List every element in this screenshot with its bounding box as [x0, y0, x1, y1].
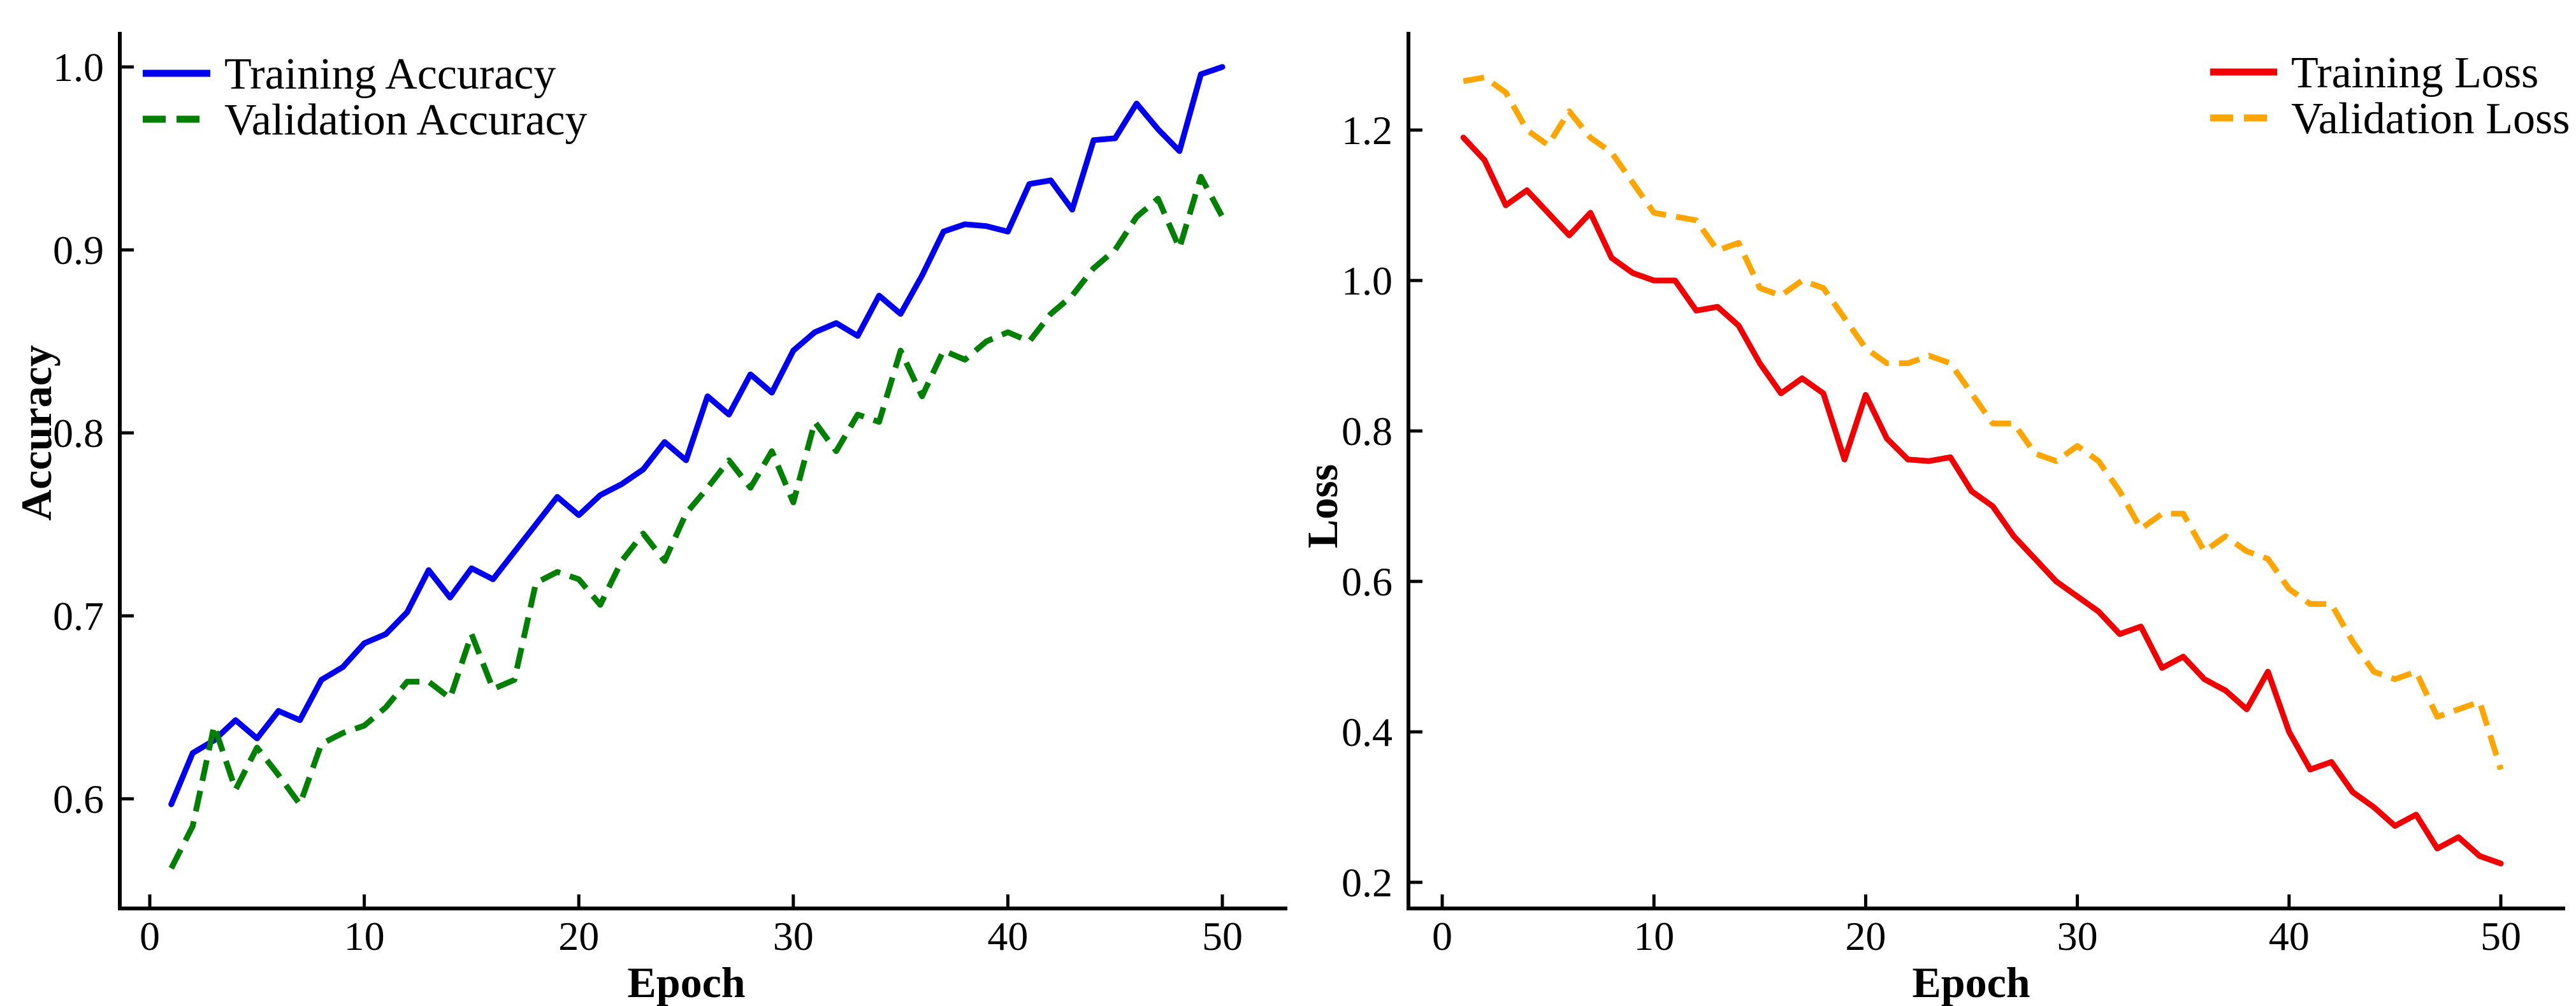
loss-y-tick-label: 0.2: [1342, 860, 1393, 905]
legend-item-training-accuracy: Training Accuracy: [143, 50, 556, 99]
loss-y-tick-label: 1.0: [1342, 258, 1393, 303]
training-loss-legend-label: Training Loss: [2291, 48, 2538, 98]
legend-item-validation-accuracy: Validation Accuracy: [143, 96, 588, 145]
accuracy-y-tick-label: 0.7: [53, 594, 104, 639]
loss-x-tick-label: 30: [2057, 914, 2098, 959]
loss-x-tick-label: 0: [1432, 914, 1452, 959]
accuracy-x-axis-title: Epoch: [627, 958, 745, 1006]
loss-x-tick-label: 20: [1845, 914, 1886, 959]
loss-x-tick-label: 50: [2480, 914, 2521, 959]
accuracy-y-tick-label: 0.6: [53, 776, 104, 822]
accuracy-chart: 0 10 20 30 40 50 0.6 0.7 0.8 0.9 1.0 Epoch Accuracy T…: [12, 32, 1287, 1006]
training-accuracy-line: [168, 64, 1226, 808]
loss-x-tick-label: 10: [1633, 914, 1674, 959]
accuracy-x-tick-label: 0: [140, 914, 160, 959]
accuracy-x-tick-label: 40: [987, 914, 1028, 959]
accuracy-y-tick-label: 0.9: [53, 228, 104, 273]
accuracy-x-tick-label: 10: [344, 914, 385, 959]
training-loss-line: [1460, 135, 2504, 866]
accuracy-x-tick-label: 20: [558, 914, 599, 959]
loss-y-tick-label: 0.6: [1342, 559, 1393, 604]
loss-y-axis-title: Loss: [1298, 464, 1347, 548]
loss-y-tick-label: 0.8: [1342, 409, 1393, 454]
validation-loss-line: [1463, 74, 2504, 771]
loss-chart: 0 10 20 30 40 50 0.2 0.4 0.6 0.8 1.0 1.2 Epoch Loss Tr…: [1298, 32, 2570, 1006]
accuracy-x-tick-label: 30: [773, 914, 814, 959]
loss-x-axis-title: Epoch: [1912, 958, 2030, 1006]
accuracy-y-tick-label: 1.0: [53, 45, 104, 90]
loss-y-tick-label: 0.4: [1342, 710, 1393, 755]
accuracy-y-tick-label: 0.8: [53, 411, 104, 456]
legend-item-validation-loss: Validation Loss: [2210, 94, 2570, 143]
validation-accuracy-line: [168, 173, 1225, 870]
accuracy-x-tick-label: 50: [1202, 914, 1243, 959]
validation-loss-legend-label: Validation Loss: [2291, 94, 2570, 143]
training-accuracy-legend-label: Training Accuracy: [224, 50, 556, 99]
validation-accuracy-legend-label: Validation Accuracy: [224, 96, 588, 145]
loss-y-tick-label: 1.2: [1342, 108, 1393, 153]
accuracy-y-axis-title: Accuracy: [12, 345, 61, 521]
legend-item-training-loss: Training Loss: [2210, 48, 2538, 98]
loss-x-tick-label: 40: [2269, 914, 2310, 959]
